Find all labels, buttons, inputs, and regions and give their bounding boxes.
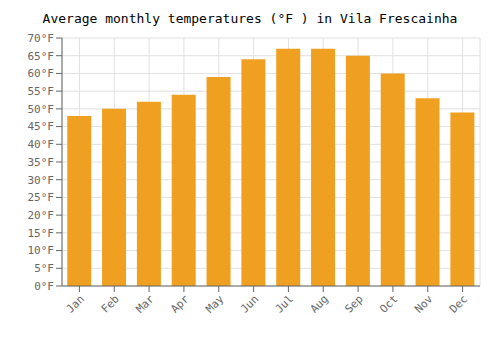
svg-text:Apr: Apr xyxy=(168,292,192,316)
svg-text:35°F: 35°F xyxy=(28,156,55,169)
svg-text:25°F: 25°F xyxy=(28,191,55,204)
svg-text:15°F: 15°F xyxy=(28,227,55,240)
html-text:Average monthly temperatures (: Average monthly temperatures (°F ) in Vi… xyxy=(42,11,458,26)
svg-text:60°F: 60°F xyxy=(28,67,55,80)
svg-text:40°F: 40°F xyxy=(28,138,55,151)
svg-text:Nov: Nov xyxy=(412,292,436,316)
svg-text:30°F: 30°F xyxy=(28,174,55,187)
svg-text:65°F: 65°F xyxy=(28,50,55,63)
svg-text:Jul: Jul xyxy=(273,292,296,315)
svg-text:Sep: Sep xyxy=(342,292,365,315)
svg-text:10°F: 10°F xyxy=(28,244,55,257)
svg-text:Jan: Jan xyxy=(64,292,87,315)
svg-text:0°F: 0°F xyxy=(34,280,54,293)
svg-text:70°F: 70°F xyxy=(28,32,55,45)
svg-text:20°F: 20°F xyxy=(28,209,55,222)
svg-text:May: May xyxy=(203,292,227,316)
svg-text:5°F: 5°F xyxy=(34,262,54,275)
svg-text:55°F: 55°F xyxy=(28,85,55,98)
svg-text:Oct: Oct xyxy=(377,292,400,315)
svg-text:Dec: Dec xyxy=(447,292,470,315)
svg-text:Mar: Mar xyxy=(133,292,157,316)
svg-text:50°F: 50°F xyxy=(28,103,55,116)
svg-text:Jun: Jun xyxy=(238,292,261,315)
svg-text:Aug: Aug xyxy=(308,292,331,315)
svg-text:45°F: 45°F xyxy=(28,120,55,133)
svg-text:Feb: Feb xyxy=(99,292,122,315)
